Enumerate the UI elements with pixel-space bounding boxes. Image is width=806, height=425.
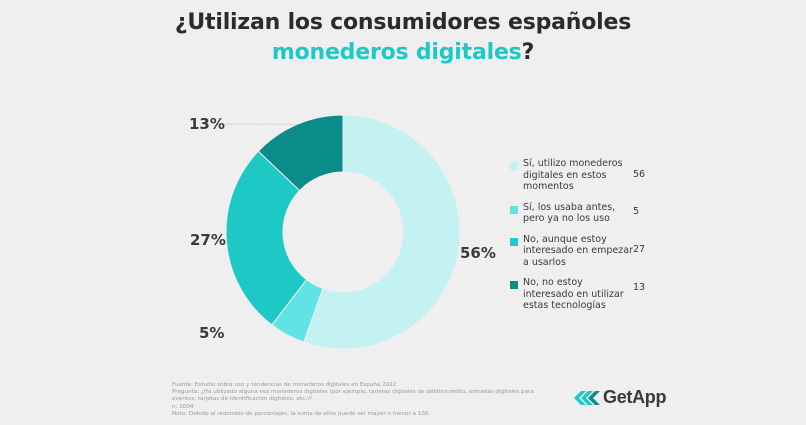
legend-value: 27: [633, 243, 646, 255]
donut-slice-interested: [225, 150, 308, 326]
footnote-note: Nota: Debido al redondeo de porcentajes,…: [172, 410, 431, 417]
data-label-13: 13%: [189, 115, 225, 133]
footnote-question-cont: eventos, tarjetas de identificación digi…: [172, 396, 313, 403]
getapp-logo-text: GetApp: [603, 387, 667, 407]
title-highlight: monederos digitales: [271, 40, 522, 65]
legend-value: 56: [633, 169, 646, 180]
legend: Sí, utilizo monederos digitales en estos…: [510, 158, 650, 321]
data-label-27: 27%: [190, 231, 226, 249]
legend-swatch: [510, 162, 518, 170]
legend-item: No, no estoy interesado en utilizar esta…: [510, 277, 650, 312]
donut-slice-not-interested: [257, 114, 344, 192]
title-line-2: monederos digitales?: [0, 38, 806, 68]
footnote: Fuente: Estudio sobre uso y tendencias d…: [172, 382, 552, 418]
getapp-logo: GetApp: [574, 387, 667, 408]
legend-item: Sí, utilizo monederos digitales en estos…: [510, 158, 650, 193]
title-suffix: ?: [521, 40, 535, 65]
legend-swatch: [510, 281, 518, 289]
legend-label: No, no estoy interesado en utilizar esta…: [523, 277, 624, 311]
footnote-source: Fuente: Estudio sobre uso y tendencias d…: [172, 382, 399, 388]
legend-swatch: [510, 237, 518, 246]
data-label-56: 56%: [460, 244, 496, 262]
title-line-1: ¿Utilizan los consumidores españoles: [174, 10, 632, 35]
legend-swatch: [510, 205, 518, 214]
legend-item: No, aunque estoy interesado en empezar a…: [510, 234, 650, 269]
footnote-question: Pregunta: ¿Ha utilizado alguna vez moned…: [172, 389, 534, 396]
getapp-logo-icon: [574, 390, 600, 405]
chart-title: ¿Utilizan los consumidores españoles mon…: [0, 8, 806, 68]
legend-value: 5: [633, 205, 640, 217]
legend-label: Sí, los usaba antes, pero ya no los uso: [523, 201, 616, 225]
footnote-sample: n: 1004: [172, 403, 194, 410]
legend-value: 13: [633, 282, 646, 293]
donut-slice-using-now: [303, 114, 461, 350]
data-label-5: 5%: [199, 324, 225, 342]
legend-label: Sí, utilizo monederos digitales en estos…: [523, 158, 623, 192]
legend-label: No, aunque estoy interesado en empezar a…: [523, 233, 633, 268]
legend-item: Sí, los usaba antes, pero ya no los uso …: [510, 202, 650, 225]
